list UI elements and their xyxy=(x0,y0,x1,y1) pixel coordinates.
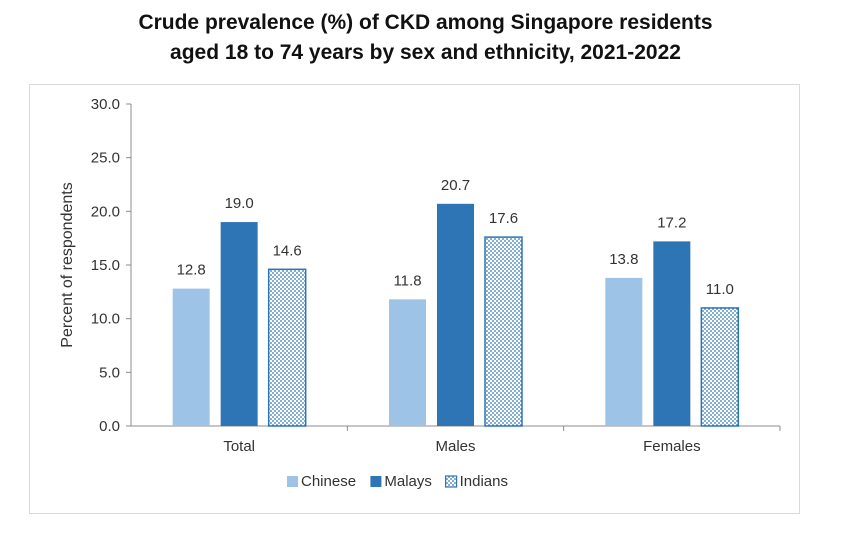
y-tick-label: 30.0 xyxy=(91,96,120,113)
bar-chinese xyxy=(605,277,643,426)
chart-title: Crude prevalence (%) of CKD among Singap… xyxy=(0,8,851,68)
legend-swatch-indians xyxy=(445,475,458,488)
bars xyxy=(172,203,740,427)
legend: Chinese Malays Indians xyxy=(287,473,508,490)
y-tick-label: 5.0 xyxy=(99,364,120,381)
data-label: 11.8 xyxy=(393,272,421,289)
data-label: 17.2 xyxy=(657,214,686,231)
x-tick-label: Total xyxy=(223,438,255,455)
x-tick-label: Females xyxy=(643,438,701,455)
y-tick-label: 10.0 xyxy=(91,311,120,328)
y-tick-label: 20.0 xyxy=(91,203,120,220)
data-label: 13.8 xyxy=(609,251,638,268)
legend-swatch-chinese xyxy=(287,476,298,487)
axes: 0.0 5.0 10.0 15.0 20.0 25.0 30.0 Percent of res… xyxy=(59,96,781,455)
data-label: 14.6 xyxy=(273,242,302,259)
legend-label-indians: Indians xyxy=(460,473,508,490)
data-label: 17.6 xyxy=(489,210,518,227)
chart-title-line-2: aged 18 to 74 years by sex and ethnicity… xyxy=(170,41,681,64)
chart-frame xyxy=(29,84,800,514)
y-tick-label: 0.0 xyxy=(99,418,120,435)
y-axis-label: Percent of respondents xyxy=(59,182,76,347)
legend-label-chinese: Chinese xyxy=(301,473,356,490)
data-labels: 12.8 11.8 13.8 19.0 20.7 17.2 14.6 17.6 11.0 xyxy=(177,177,734,298)
bar-indians xyxy=(484,236,523,427)
bar-indians xyxy=(700,307,740,427)
data-label: 12.8 xyxy=(177,262,206,279)
bar-indians xyxy=(267,268,307,427)
legend-swatch-malays xyxy=(370,476,382,487)
bar-chinese xyxy=(389,299,426,426)
data-label: 11.0 xyxy=(706,281,734,298)
bar-chinese xyxy=(172,288,210,426)
legend-label-malays: Malays xyxy=(384,473,432,490)
chart-title-line-1: Crude prevalence (%) of CKD among Singap… xyxy=(138,11,713,34)
data-label: 20.7 xyxy=(441,177,470,194)
y-tick-label: 15.0 xyxy=(91,257,120,274)
x-tick-label: Males xyxy=(435,438,475,455)
data-label: 19.0 xyxy=(225,195,254,212)
bar-malays xyxy=(220,222,258,426)
bar-malays xyxy=(437,203,474,426)
y-tick-label: 25.0 xyxy=(91,150,120,167)
bar-malays xyxy=(653,241,691,426)
